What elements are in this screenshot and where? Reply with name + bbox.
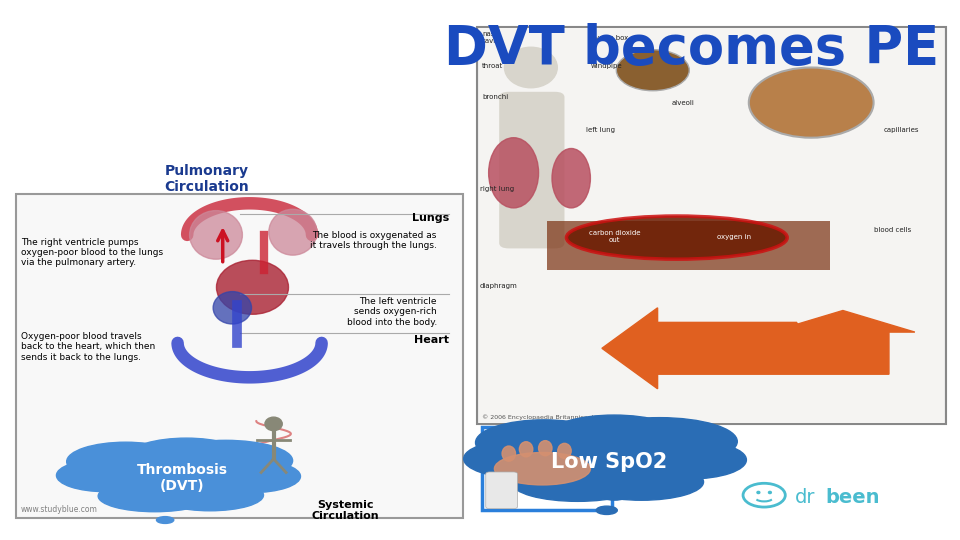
Text: right lung: right lung [480,186,515,192]
Text: The blood is oxygenated as
it travels through the lungs.: The blood is oxygenated as it travels th… [310,231,437,250]
Ellipse shape [57,459,154,492]
Text: The right ventricle pumps
oxygen-poor blood to the lungs
via the pulmonary arter: The right ventricle pumps oxygen-poor bl… [21,238,163,267]
Text: carbon dioxide
out: carbon dioxide out [588,230,640,243]
FancyBboxPatch shape [16,194,463,518]
FancyBboxPatch shape [477,27,946,424]
FancyBboxPatch shape [479,28,944,423]
FancyBboxPatch shape [547,221,830,270]
Ellipse shape [158,440,293,481]
Text: dr: dr [795,488,815,508]
Text: voice box: voice box [595,35,629,41]
Text: Systemic
Circulation: Systemic Circulation [312,500,379,521]
Text: alveoli: alveoli [672,99,695,106]
FancyBboxPatch shape [499,92,564,248]
Ellipse shape [464,440,577,478]
Ellipse shape [505,47,557,87]
Text: Oxygen-poor blood travels
back to the heart, which then
sends it back to the lun: Oxygen-poor blood travels back to the he… [21,332,156,362]
Polygon shape [602,308,915,389]
Text: left lung: left lung [586,126,614,133]
FancyBboxPatch shape [486,472,517,509]
Ellipse shape [596,506,617,515]
Ellipse shape [265,417,282,431]
Ellipse shape [768,491,772,494]
Ellipse shape [494,453,590,485]
Circle shape [616,50,689,91]
Ellipse shape [489,138,539,208]
Ellipse shape [599,488,630,500]
Text: Low SpO2: Low SpO2 [551,451,668,472]
Ellipse shape [475,420,612,465]
Ellipse shape [582,417,737,465]
Ellipse shape [558,443,571,458]
Circle shape [749,68,874,138]
Text: capillaries: capillaries [883,126,919,133]
Ellipse shape [213,292,252,324]
Text: Thrombosis
(DVT): Thrombosis (DVT) [137,463,228,493]
Text: nasal
cavity: nasal cavity [482,31,503,44]
Ellipse shape [548,415,680,455]
Text: The left ventricle
sends oxygen-rich
blood into the body.: The left ventricle sends oxygen-rich blo… [347,297,437,327]
Ellipse shape [156,480,263,511]
Ellipse shape [756,491,760,494]
Ellipse shape [634,441,747,479]
Ellipse shape [160,500,185,510]
Text: windpipe: windpipe [590,63,622,69]
Text: Lungs: Lungs [412,213,449,224]
Text: Heart: Heart [415,335,449,345]
Text: DVT becomes PE: DVT becomes PE [444,23,939,75]
Ellipse shape [269,210,317,255]
Ellipse shape [518,433,701,491]
Text: © 2006 Encyclopaedia Britannica, Inc.: © 2006 Encyclopaedia Britannica, Inc. [482,414,603,420]
Text: diaphragm: diaphragm [480,283,517,289]
Text: throat: throat [482,63,503,69]
Text: Pulmonary
Circulation: Pulmonary Circulation [164,164,249,194]
Ellipse shape [566,216,787,259]
Text: bronchi: bronchi [482,94,508,100]
Text: www.studyblue.com: www.studyblue.com [21,505,98,514]
Ellipse shape [552,148,590,208]
Ellipse shape [217,260,288,314]
Ellipse shape [580,463,704,500]
Ellipse shape [512,464,643,501]
Ellipse shape [98,481,211,512]
FancyBboxPatch shape [482,427,612,510]
Ellipse shape [189,211,242,259]
Ellipse shape [66,442,184,481]
Text: been: been [826,488,880,508]
Ellipse shape [104,453,261,503]
Ellipse shape [502,446,516,461]
Ellipse shape [203,460,300,492]
Ellipse shape [539,441,552,456]
Text: blood cells: blood cells [874,226,911,233]
Text: oxygen in: oxygen in [717,233,752,240]
Ellipse shape [519,442,533,457]
Ellipse shape [130,438,243,472]
Ellipse shape [156,517,174,523]
